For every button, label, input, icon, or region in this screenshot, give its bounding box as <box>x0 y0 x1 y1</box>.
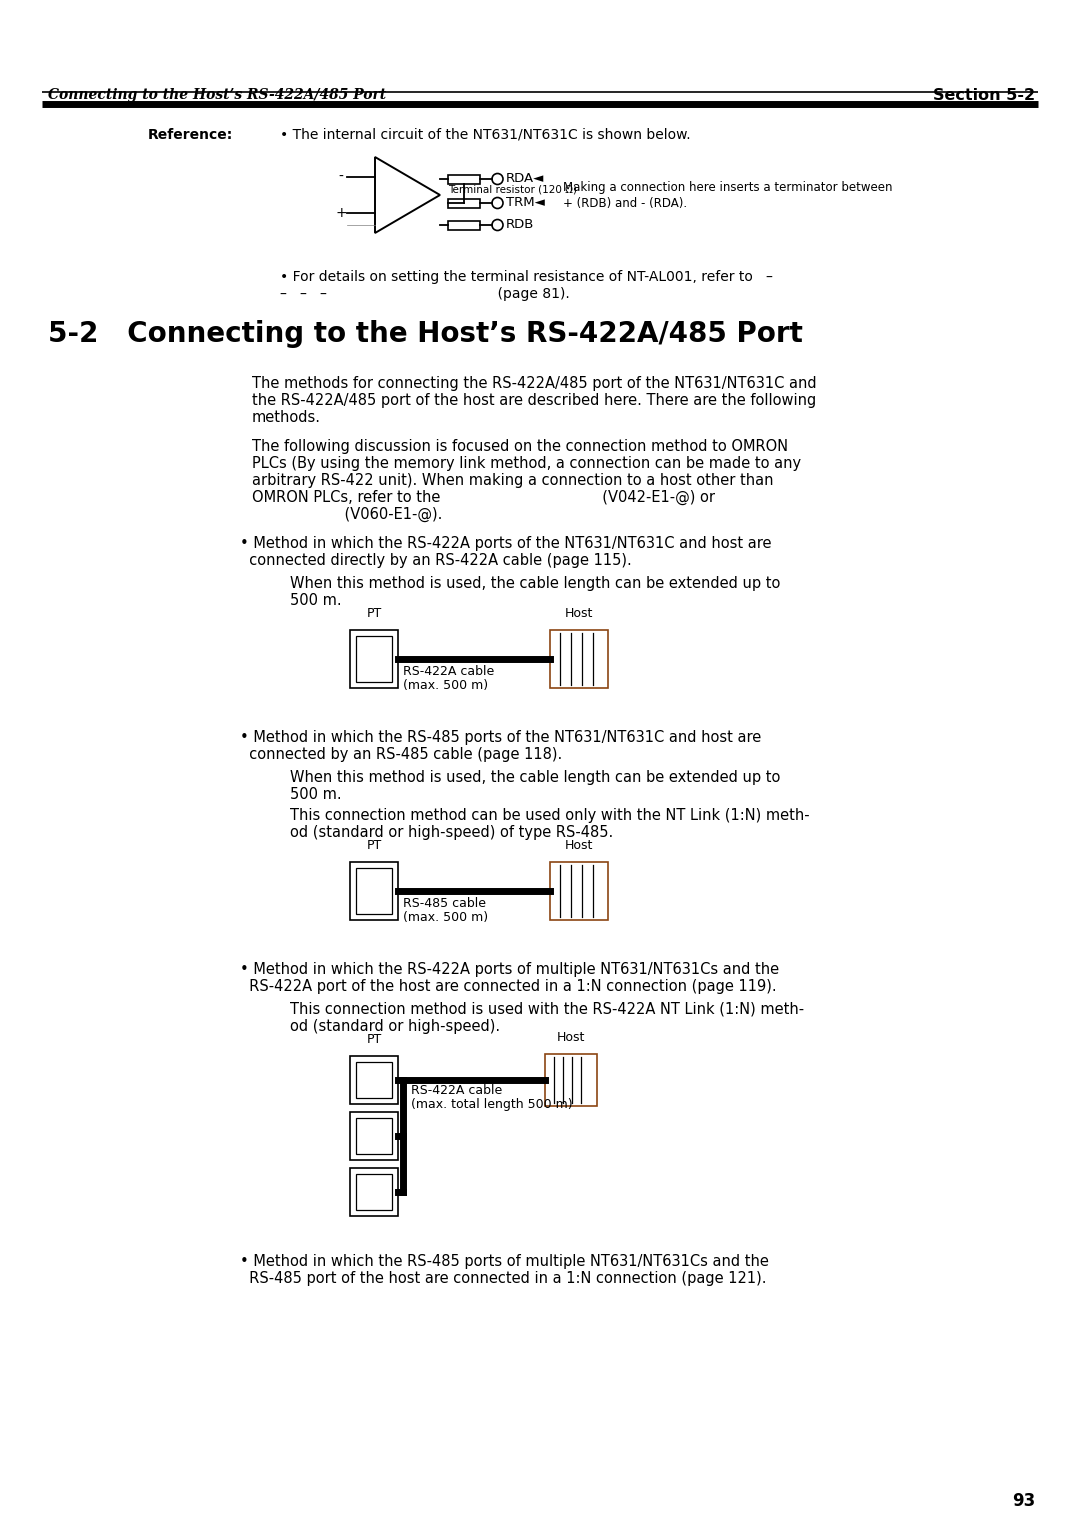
Text: • Method in which the RS-485 ports of multiple NT631/NT631Cs and the: • Method in which the RS-485 ports of mu… <box>240 1254 769 1268</box>
Text: Host: Host <box>557 1031 585 1044</box>
Text: methods.: methods. <box>252 410 321 425</box>
Text: arbitrary RS-422 unit). When making a connection to a host other than: arbitrary RS-422 unit). When making a co… <box>252 474 773 487</box>
Bar <box>356 1174 392 1210</box>
Text: 93: 93 <box>1012 1491 1035 1510</box>
Text: + (RDB) and - (RDA).: + (RDB) and - (RDA). <box>563 197 687 209</box>
Bar <box>545 1054 597 1106</box>
Text: RDA◄: RDA◄ <box>507 173 544 185</box>
Text: OMRON PLCs, refer to the                                   (V042-E1-@) or: OMRON PLCs, refer to the (V042-E1-@) or <box>252 490 715 506</box>
Text: connected by an RS-485 cable (page 118).: connected by an RS-485 cable (page 118). <box>240 747 563 762</box>
Text: 500 m.: 500 m. <box>291 593 341 608</box>
Text: When this method is used, the cable length can be extended up to: When this method is used, the cable leng… <box>291 770 781 785</box>
Text: RS-422A cable: RS-422A cable <box>403 665 495 678</box>
Text: od (standard or high-speed).: od (standard or high-speed). <box>291 1019 500 1034</box>
Text: PLCs (By using the memory link method, a connection can be made to any: PLCs (By using the memory link method, a… <box>252 455 801 471</box>
Text: –   –   –                                       (page 81).: – – – (page 81). <box>280 287 570 301</box>
Text: 500 m.: 500 m. <box>291 787 341 802</box>
Bar <box>350 862 399 920</box>
Bar <box>550 862 608 920</box>
Bar <box>550 630 608 688</box>
Text: Host: Host <box>565 839 593 853</box>
Bar <box>350 1056 399 1105</box>
Text: The following discussion is focused on the connection method to OMRON: The following discussion is focused on t… <box>252 439 788 454</box>
Text: RS-485 port of the host are connected in a 1:N connection (page 121).: RS-485 port of the host are connected in… <box>240 1271 767 1287</box>
Bar <box>350 630 399 688</box>
Text: Host: Host <box>565 607 593 620</box>
Text: (max. total length 500 m): (max. total length 500 m) <box>411 1099 572 1111</box>
Text: This connection method can be used only with the NT Link (1:N) meth-: This connection method can be used only … <box>291 808 810 824</box>
Text: (V060-E1-@).: (V060-E1-@). <box>252 507 443 523</box>
Text: • Method in which the RS-422A ports of multiple NT631/NT631Cs and the: • Method in which the RS-422A ports of m… <box>240 963 779 976</box>
Text: • For details on setting the terminal resistance of NT-AL001, refer to   –: • For details on setting the terminal re… <box>280 270 773 284</box>
Text: +: + <box>335 206 347 220</box>
Text: od (standard or high-speed) of type RS-485.: od (standard or high-speed) of type RS-4… <box>291 825 613 840</box>
Text: Making a connection here inserts a terminator between: Making a connection here inserts a termi… <box>563 180 892 194</box>
Bar <box>350 1112 399 1160</box>
Text: PT: PT <box>366 1033 381 1047</box>
Text: RS-485 cable: RS-485 cable <box>403 897 486 911</box>
Text: Connecting to the Host’s RS-422A/485 Port: Connecting to the Host’s RS-422A/485 Por… <box>48 89 387 102</box>
Text: TRM◄: TRM◄ <box>507 197 545 209</box>
Bar <box>356 636 392 681</box>
Text: RS-422A cable: RS-422A cable <box>411 1083 502 1097</box>
Text: Section 5-2: Section 5-2 <box>933 89 1035 102</box>
Bar <box>356 868 392 914</box>
Text: (max. 500 m): (max. 500 m) <box>403 678 488 692</box>
Bar <box>448 199 480 208</box>
Text: connected directly by an RS-422A cable (page 115).: connected directly by an RS-422A cable (… <box>240 553 632 568</box>
Bar <box>350 1167 399 1216</box>
Text: RS-422A port of the host are connected in a 1:N connection (page 119).: RS-422A port of the host are connected i… <box>240 979 777 995</box>
Bar <box>448 174 480 183</box>
Bar <box>356 1062 392 1099</box>
Text: • Method in which the RS-422A ports of the NT631/NT631C and host are: • Method in which the RS-422A ports of t… <box>240 536 771 552</box>
Text: 5-2   Connecting to the Host’s RS-422A/485 Port: 5-2 Connecting to the Host’s RS-422A/485… <box>48 319 802 348</box>
Text: PT: PT <box>366 607 381 620</box>
Text: Reference:: Reference: <box>148 128 233 142</box>
Text: -: - <box>338 170 343 183</box>
Text: When this method is used, the cable length can be extended up to: When this method is used, the cable leng… <box>291 576 781 591</box>
Text: Terminal resistor (120 Ω): Terminal resistor (120 Ω) <box>448 185 577 194</box>
Bar <box>356 1118 392 1154</box>
Text: This connection method is used with the RS-422A NT Link (1:N) meth-: This connection method is used with the … <box>291 1002 805 1018</box>
Text: the RS-422A/485 port of the host are described here. There are the following: the RS-422A/485 port of the host are des… <box>252 393 816 408</box>
Text: The methods for connecting the RS-422A/485 port of the NT631/NT631C and: The methods for connecting the RS-422A/4… <box>252 376 816 391</box>
Text: RDB: RDB <box>507 219 535 232</box>
Text: • The internal circuit of the NT631/NT631C is shown below.: • The internal circuit of the NT631/NT63… <box>280 128 690 142</box>
Text: PT: PT <box>366 839 381 853</box>
Text: • Method in which the RS-485 ports of the NT631/NT631C and host are: • Method in which the RS-485 ports of th… <box>240 730 761 746</box>
Bar <box>448 220 480 229</box>
Text: (max. 500 m): (max. 500 m) <box>403 911 488 924</box>
